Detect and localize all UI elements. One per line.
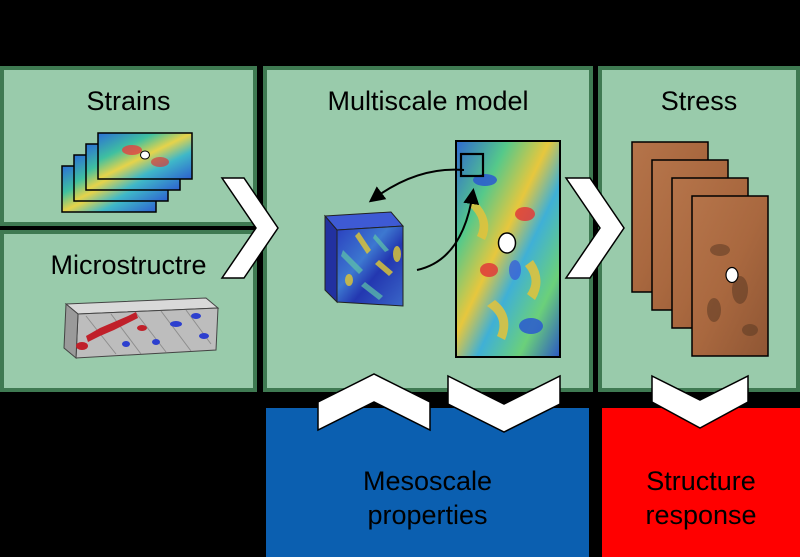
multiscale-model-title: Multiscale model bbox=[327, 86, 529, 116]
strain-hole bbox=[140, 150, 150, 160]
chevron-right-icon bbox=[564, 177, 625, 279]
structure-response-box: Structure response bbox=[602, 408, 800, 557]
chevron-up-icon bbox=[317, 373, 431, 432]
mesoscale-cube bbox=[323, 211, 405, 307]
strain-field-hole bbox=[497, 232, 517, 254]
strains-title: Strains bbox=[86, 86, 171, 116]
strain-field-map bbox=[455, 140, 561, 358]
stress-panel: Stress bbox=[598, 66, 800, 392]
chevron-right-icon bbox=[220, 177, 279, 279]
microstructure-title: Microstructre bbox=[50, 250, 207, 280]
zoom-arrow-to-cube bbox=[368, 168, 480, 271]
strain-maps-stack bbox=[61, 132, 193, 213]
microstructure-panel: Microstructre bbox=[0, 230, 257, 392]
stress-title: Stress bbox=[660, 86, 738, 116]
stress-hole bbox=[725, 266, 739, 284]
rve-selection-box bbox=[459, 152, 485, 178]
stress-maps-stack bbox=[631, 141, 769, 357]
strains-panel: Strains bbox=[0, 66, 257, 226]
chevron-down-icon bbox=[447, 374, 561, 433]
chevron-down-icon bbox=[651, 374, 749, 429]
mesoscale-properties-label: Mesoscale properties bbox=[362, 465, 493, 530]
multiscale-model-panel: Multiscale model bbox=[263, 66, 593, 392]
mesoscale-properties-box: Mesoscale properties bbox=[266, 408, 589, 557]
structure-response-label: Structure response bbox=[645, 465, 757, 530]
microstructure-volume bbox=[63, 297, 220, 360]
